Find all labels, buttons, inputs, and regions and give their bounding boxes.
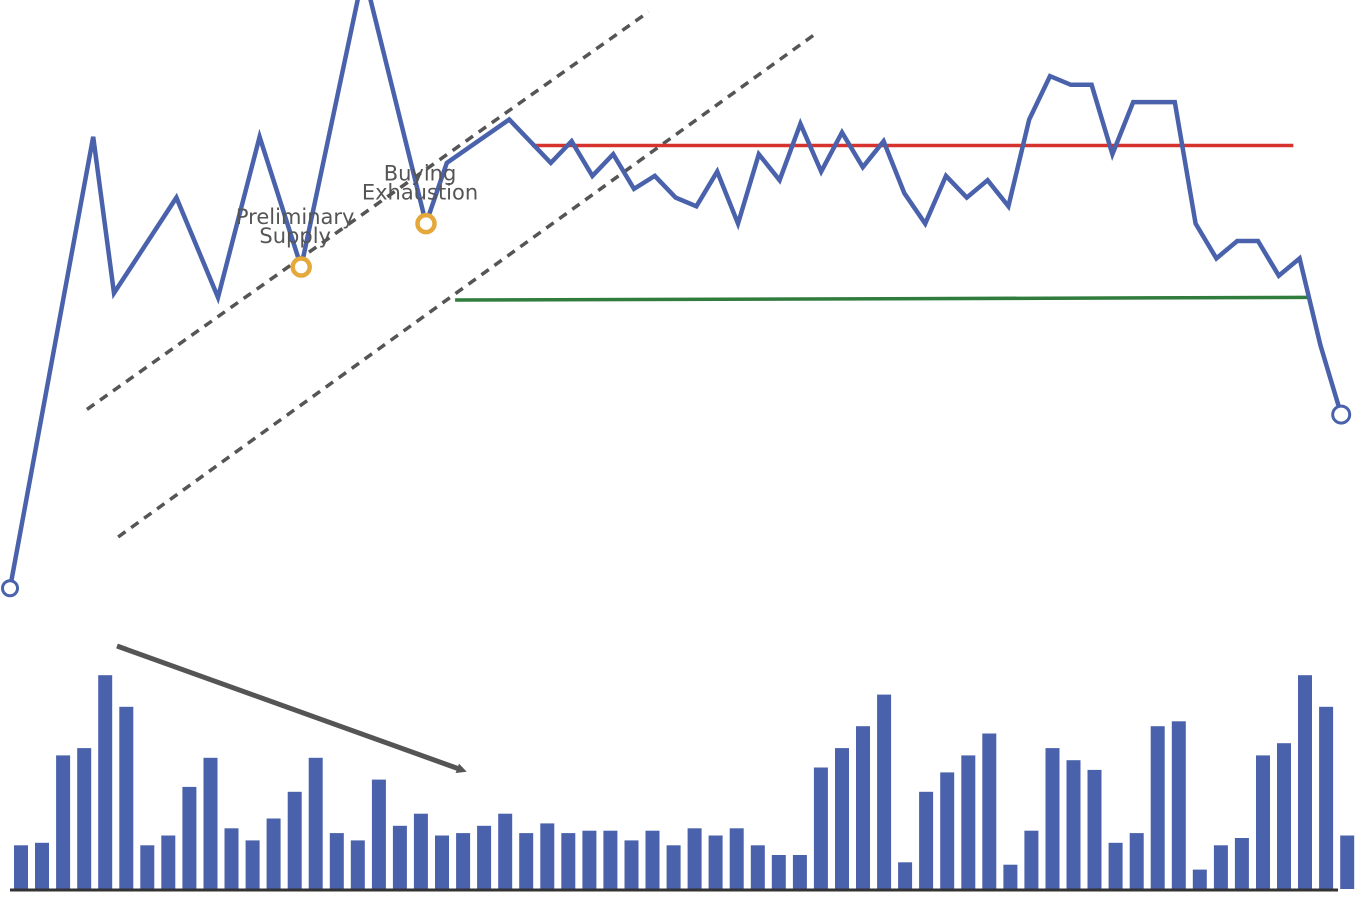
volume-bar <box>1003 864 1018 889</box>
volume-bar <box>477 825 492 889</box>
price-series <box>7 0 1344 591</box>
volume-bar <box>877 694 892 889</box>
volume-bar <box>792 855 807 889</box>
volume-bar <box>287 791 302 889</box>
volume-trend-arrow-line <box>116 643 467 774</box>
volume-bar <box>350 840 365 889</box>
volume-bar <box>224 828 239 890</box>
volume-bar <box>898 862 913 889</box>
volume-bar <box>413 813 428 889</box>
volume-bar <box>1340 835 1355 889</box>
annotation-marker-1 <box>415 212 437 235</box>
volume-bar <box>687 828 702 890</box>
volume-bar <box>961 755 976 890</box>
volume-bar <box>1150 726 1165 889</box>
volume-bar <box>1213 845 1228 889</box>
volume-bar <box>161 835 176 889</box>
volume-bar <box>519 833 534 889</box>
volume-bar <box>813 767 828 889</box>
volume-bar <box>603 830 618 889</box>
volume-bar <box>729 828 744 890</box>
volume-bar <box>771 855 786 889</box>
volume-bar <box>119 706 134 890</box>
volume-bar <box>1192 869 1207 889</box>
volume-bar <box>835 748 849 889</box>
volume-bar <box>1277 743 1291 889</box>
annotation-label-1-line1: Buying <box>384 162 457 186</box>
volume-bar <box>1298 675 1312 889</box>
annotation-label-0-line1: Preliminary <box>236 205 355 229</box>
support-line <box>455 295 1311 302</box>
volume-bar <box>582 830 597 889</box>
volume-bar <box>919 791 934 889</box>
volume-bar <box>540 823 555 889</box>
volume-bar <box>435 835 449 889</box>
annotation-label-1-line2: Exhaustion <box>362 181 478 205</box>
volume-bar <box>666 845 681 889</box>
price-levels <box>455 143 1311 302</box>
volume-bar <box>456 833 471 889</box>
volume-bar <box>750 845 765 889</box>
channel-upper-line <box>85 10 650 411</box>
annotation-marker-0 <box>290 256 312 278</box>
volume-bar <box>1319 706 1334 890</box>
volume-bar <box>1024 830 1039 889</box>
volume-bar <box>308 757 323 889</box>
price-markers <box>1 212 1352 598</box>
volume-trend-arrow <box>116 643 467 774</box>
volume-bar <box>1066 760 1081 889</box>
volume-bar <box>14 845 28 889</box>
volume-bar <box>645 830 660 889</box>
volume-bar <box>98 675 113 889</box>
annotation-label-0-line2: Supply <box>259 224 331 248</box>
volume-bar <box>140 845 155 889</box>
volume-bar <box>56 755 71 890</box>
volume-bar <box>392 825 407 889</box>
volume-bar <box>982 733 997 889</box>
volume-bar <box>182 786 197 889</box>
volume-bar <box>371 779 386 889</box>
volume-bar <box>1087 769 1102 889</box>
volume-bar <box>1129 833 1144 889</box>
volume-bars <box>10 675 1355 892</box>
volume-bar <box>1108 842 1123 889</box>
volume-bar <box>245 840 260 889</box>
trend-channel <box>85 10 819 539</box>
start-marker <box>1 579 19 598</box>
volume-bar <box>708 835 723 889</box>
volume-bar <box>624 840 639 889</box>
volume-bar <box>1045 748 1060 889</box>
volume-bar <box>498 813 513 889</box>
volume-bar <box>1256 755 1270 890</box>
volume-bar <box>77 748 92 889</box>
price-line <box>7 0 1344 591</box>
volume-bar <box>35 842 49 889</box>
volume-bar <box>266 818 281 889</box>
volume-bar <box>1234 838 1249 889</box>
volume-bar <box>1171 721 1186 889</box>
volume-bar <box>561 833 576 889</box>
volume-bar <box>203 757 218 889</box>
volume-bar <box>329 833 344 889</box>
volume-bar <box>940 772 955 889</box>
end-marker <box>1331 404 1352 425</box>
volume-bar <box>856 726 870 889</box>
